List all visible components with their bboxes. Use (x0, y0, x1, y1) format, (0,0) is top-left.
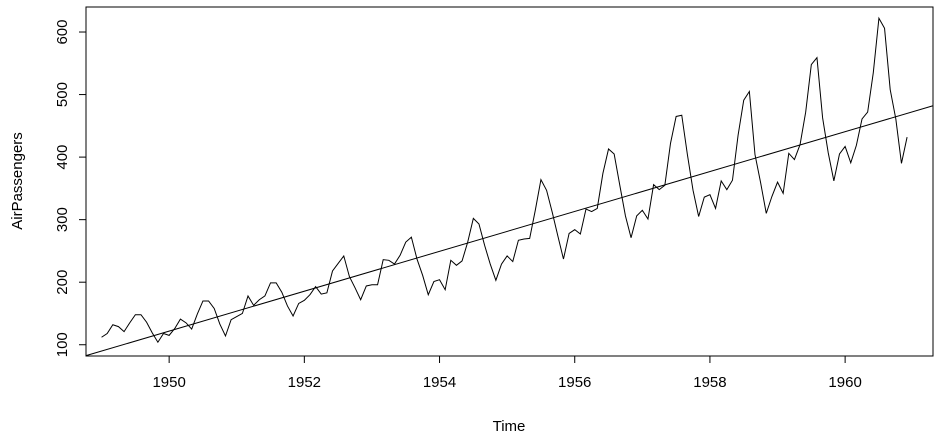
y-tick-label: 600 (54, 20, 71, 45)
x-axis: 1950 1952 1954 1956 1958 1960 (152, 356, 862, 391)
y-axis: 100 200 300 400 500 600 (54, 20, 86, 357)
x-tick-label: 1954 (423, 374, 456, 391)
plot-frame (85, 6, 934, 357)
series-line-airpassengers (101, 16, 908, 344)
x-tick-label: 1952 (288, 374, 321, 391)
x-tick-label: 1950 (152, 374, 185, 391)
x-tick-label: 1956 (558, 374, 591, 391)
x-tick-label: 1960 (828, 374, 861, 391)
y-tick-label: 300 (54, 207, 71, 232)
series-layer (85, 16, 934, 357)
y-tick-label: 500 (54, 82, 71, 107)
y-tick-label: 400 (54, 145, 71, 170)
y-tick-label: 200 (54, 270, 71, 295)
x-axis-title: Time (493, 418, 526, 435)
y-tick-label: 100 (54, 332, 71, 357)
regression-line (85, 105, 934, 357)
y-axis-title: AirPassengers (9, 132, 26, 230)
x-tick-label: 1958 (693, 374, 726, 391)
